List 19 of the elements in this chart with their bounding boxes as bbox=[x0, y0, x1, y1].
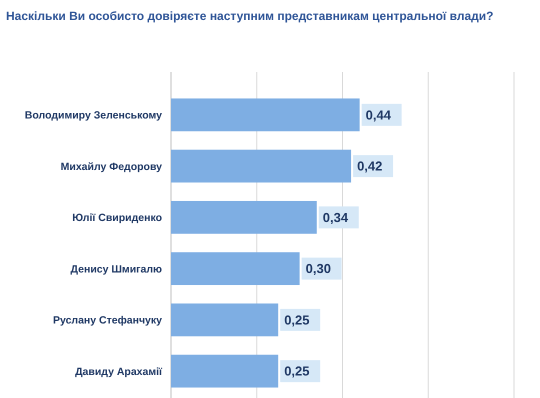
bar bbox=[171, 98, 360, 132]
chart-title: Наскільки Ви особисто довіряєте наступним представникам центральної влади? bbox=[6, 9, 494, 23]
bar bbox=[171, 200, 317, 234]
bar bbox=[171, 252, 300, 286]
data-label: 0,25 bbox=[284, 312, 310, 328]
bar bbox=[171, 303, 278, 336]
data-label: 0,34 bbox=[322, 210, 349, 225]
y-tick-label: Руслану Стефанчуку bbox=[53, 314, 162, 327]
data-label: 0,42 bbox=[357, 158, 382, 174]
data-label: 0,25 bbox=[284, 364, 310, 379]
y-tick-label: Михайлу Федорову bbox=[60, 160, 162, 173]
data-label: 0,30 bbox=[306, 261, 331, 276]
y-tick-label: Давиду Арахамії bbox=[75, 366, 164, 378]
y-tick-label: Володимиру Зеленському bbox=[24, 110, 162, 122]
y-tick-label: Юлії Свириденко bbox=[72, 212, 162, 224]
y-tick-label: Денису Шмигалю bbox=[70, 263, 162, 276]
bar bbox=[171, 150, 352, 183]
data-label: 0,44 bbox=[366, 107, 392, 122]
bar bbox=[171, 354, 278, 388]
